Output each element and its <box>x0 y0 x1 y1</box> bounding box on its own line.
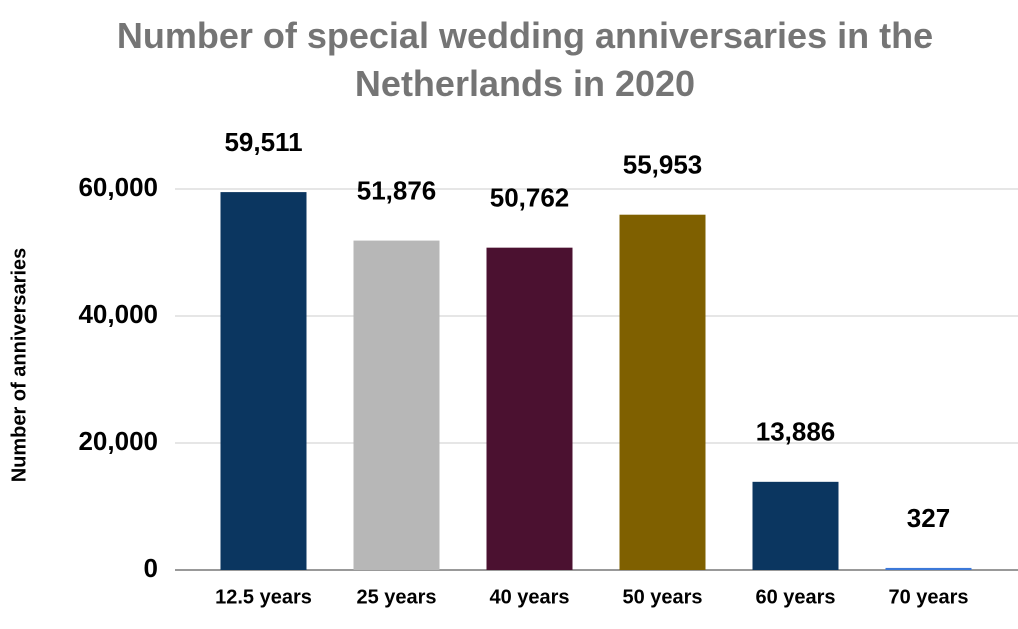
bar <box>885 567 972 570</box>
value-label: 55,953 <box>623 150 703 180</box>
x-tick-label: 70 years <box>888 586 968 608</box>
x-tick-label: 50 years <box>622 586 702 608</box>
bar <box>619 214 706 570</box>
y-tick-label: 40,000 <box>78 299 158 329</box>
chart-title: Number of special wedding anniversaries … <box>116 15 934 104</box>
y-tick-label: 60,000 <box>78 172 158 202</box>
value-label: 50,762 <box>490 183 570 213</box>
x-tick-label: 60 years <box>755 586 835 608</box>
y-axis-label: Number of anniversaries <box>8 248 30 483</box>
value-label: 13,886 <box>756 417 836 447</box>
bar <box>220 192 307 570</box>
value-label: 59,511 <box>224 127 302 157</box>
bar <box>752 481 839 570</box>
x-tick-label: 40 years <box>489 586 569 608</box>
y-tick-label: 0 <box>144 553 158 583</box>
x-tick-label: 12.5 years <box>215 586 312 608</box>
value-label: 327 <box>907 503 950 533</box>
value-label: 51,876 <box>357 175 437 205</box>
bar <box>486 247 573 570</box>
x-tick-label: 25 years <box>356 586 436 608</box>
bar <box>353 240 440 570</box>
y-tick-label: 20,000 <box>78 426 158 456</box>
